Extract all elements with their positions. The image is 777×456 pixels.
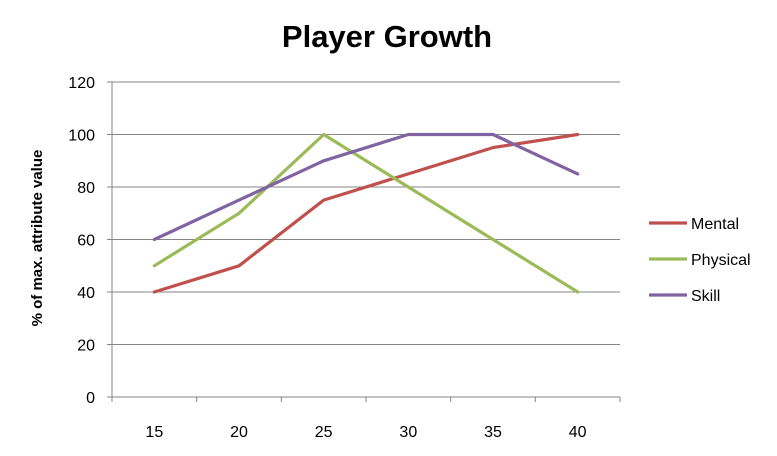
y-tick-label: 60 xyxy=(77,233,95,250)
x-tick-label: 40 xyxy=(569,424,587,441)
series-line-mental xyxy=(152,132,580,294)
y-tick-label: 0 xyxy=(86,390,95,407)
x-tick-labels: 15 20 25 30 35 40 xyxy=(145,424,586,441)
series-line-physical xyxy=(152,132,580,294)
legend-label-skill: Skill xyxy=(691,288,720,305)
y-tick-label: 20 xyxy=(77,338,95,355)
axes xyxy=(107,81,621,402)
x-tick-label: 25 xyxy=(315,424,333,441)
gridlines xyxy=(112,81,620,345)
x-tick-label: 20 xyxy=(230,424,248,441)
x-tick-label: 35 xyxy=(484,424,502,441)
y-tick-label: 40 xyxy=(77,285,95,302)
series-line-skill xyxy=(152,132,580,242)
y-tick-label: 100 xyxy=(68,128,95,145)
legend-label-mental: Mental xyxy=(691,216,739,233)
legend: Mental Physical Skill xyxy=(649,216,751,305)
x-tick-label: 30 xyxy=(399,424,417,441)
y-tick-labels: 0 20 40 60 80 100 120 xyxy=(68,75,95,407)
series-lines xyxy=(152,132,580,294)
x-tick-label: 15 xyxy=(145,424,163,441)
y-tick-label: 120 xyxy=(68,75,95,92)
y-tick-label: 80 xyxy=(77,180,95,197)
y-axis-label: % of max. attribute value xyxy=(29,150,46,327)
chart-title: Player Growth xyxy=(282,19,492,54)
legend-label-physical: Physical xyxy=(691,252,751,269)
